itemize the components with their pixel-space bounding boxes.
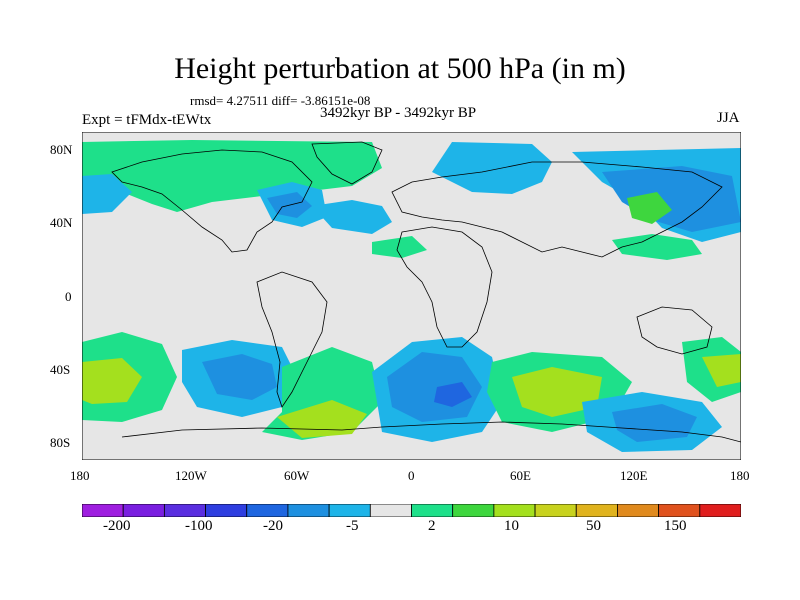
contour-yellow-new-zealand	[702, 354, 741, 387]
contour-green-north-west	[82, 140, 382, 212]
contour-yellow-indian	[512, 367, 602, 417]
contour-darkblue-south-atlantic	[434, 382, 472, 407]
colorbar-label--20: -20	[263, 518, 283, 534]
lat-label-0: 0	[65, 289, 72, 304]
world-map	[82, 132, 741, 460]
coastline-north-america	[111, 149, 313, 253]
contour-yellow-sa	[277, 400, 367, 438]
colorbar-label--5: -5	[346, 518, 359, 534]
contour-blue-north-east	[602, 166, 741, 232]
colorbar-swatch-15	[699, 504, 741, 517]
lon-label-0: 0	[408, 468, 415, 483]
colorbar-swatch-1	[122, 504, 165, 517]
contour-cyan-north-central	[432, 142, 552, 194]
contour-blue-south-pacific	[612, 404, 697, 442]
coastline-australia	[636, 306, 713, 355]
colorbar-swatch-9	[452, 504, 495, 517]
contour-cyan-northwest	[82, 174, 132, 214]
colorbar-swatch-6	[328, 504, 371, 517]
colorbar	[82, 504, 741, 517]
colorbar-swatch-14	[658, 504, 701, 517]
contour-green-africa	[372, 236, 427, 258]
colorbar-swatch-4	[246, 504, 289, 517]
lon-label-180e: 180	[730, 468, 750, 483]
colorbar-swatch-11	[534, 504, 577, 517]
colorbar-swatch-10	[493, 504, 536, 517]
colorbar-label-50: 50	[586, 518, 601, 534]
colorbar-swatch-0	[82, 504, 124, 517]
contour-cyan-atlantic	[312, 200, 392, 234]
contour-blue-se-pacific	[202, 354, 277, 400]
map-title: Height perturbation at 500 hPa (in m)	[174, 52, 626, 85]
lon-label-120w: 120W	[175, 468, 207, 483]
coastline-greenland	[311, 141, 383, 185]
period-label: 3492kyr BP - 3492kyr BP	[320, 105, 477, 121]
lat-label-40n: 40N	[50, 215, 73, 230]
contour-yellow-sw-pacific	[82, 358, 142, 404]
coastline-south-america	[256, 271, 328, 408]
lat-label-80n: 80N	[50, 142, 73, 157]
lat-label-80s: 80S	[50, 435, 71, 450]
contour-green-pacific	[612, 234, 702, 260]
lon-label-120e: 120E	[620, 468, 648, 483]
coastline-eurasia	[391, 161, 723, 258]
contour-green-japan	[627, 192, 672, 224]
colorbar-swatch-5	[287, 504, 330, 517]
experiment-label: Expt = tFMdx-tEWtx	[82, 112, 212, 128]
colorbar-swatch-3	[205, 504, 248, 517]
lon-label-60w: 60W	[284, 468, 310, 483]
colorbar-swatch-13	[617, 504, 660, 517]
lon-label-60e: 60E	[510, 468, 531, 483]
coastline-antarctica	[121, 421, 741, 443]
colorbar-label--100: -100	[185, 518, 213, 534]
lat-label-40s: 40S	[50, 362, 71, 377]
colorbar-label--200: -200	[103, 518, 131, 534]
coastlines	[111, 141, 741, 443]
colorbar-label-150: 150	[664, 518, 687, 534]
colorbar-label-10: 10	[504, 518, 519, 534]
stats-text: rmsd= 4.27511 diff= -3.86151e-08	[190, 93, 371, 108]
colorbar-swatch-7	[369, 504, 412, 517]
contour-fills	[82, 140, 741, 452]
contour-blue-south-atlantic	[387, 352, 482, 422]
colorbar-swatch-2	[163, 504, 206, 517]
colorbar-label-2: 2	[428, 518, 436, 534]
colorbar-swatch-12	[575, 504, 618, 517]
lon-label-180w: 180	[70, 468, 90, 483]
colorbar-swatch-8	[411, 504, 454, 517]
coastline-africa	[396, 226, 493, 348]
season-label: JJA	[717, 110, 740, 126]
